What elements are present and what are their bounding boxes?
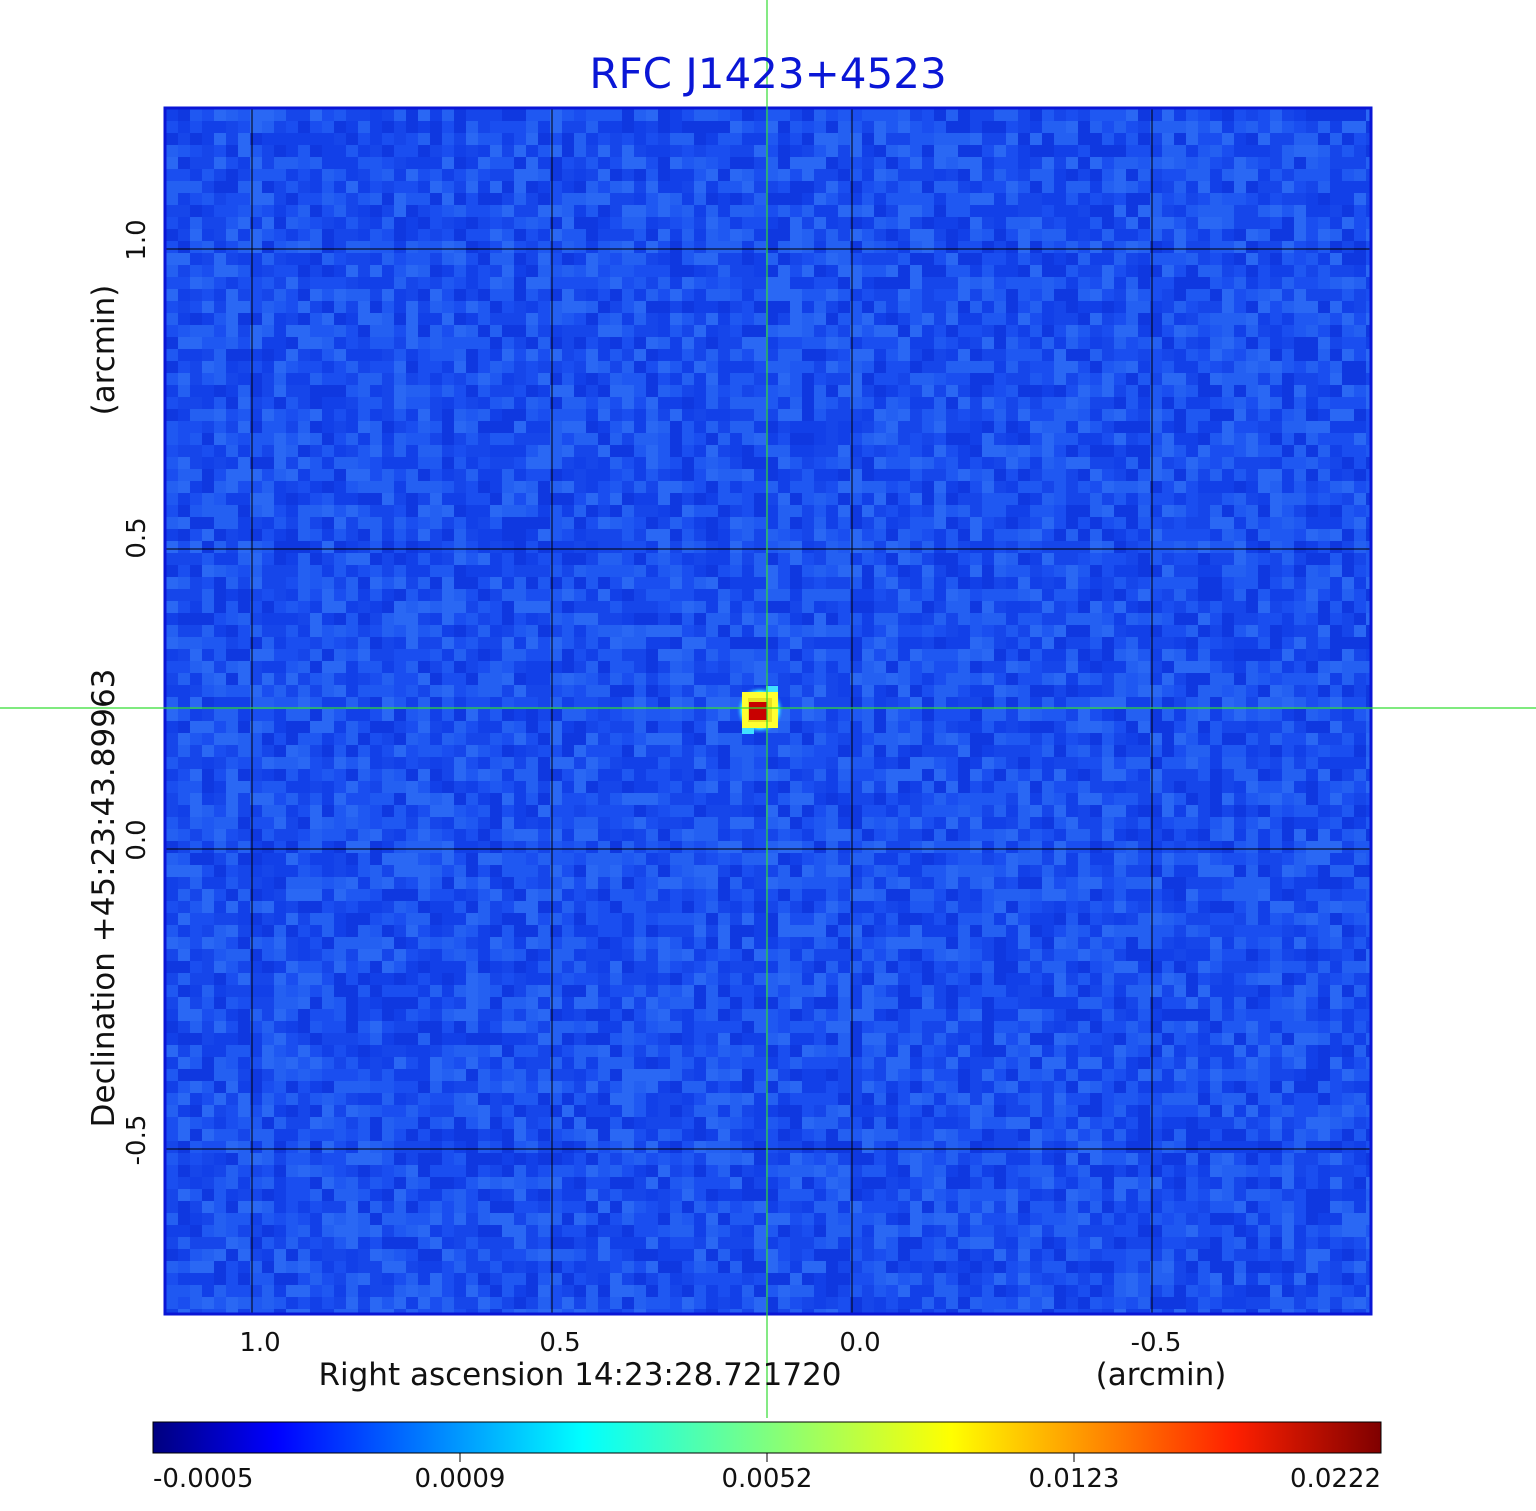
y-tick-label: -0.5 bbox=[122, 1115, 152, 1166]
plot-frame bbox=[163, 106, 1373, 1316]
colorbar-ticks bbox=[459, 1453, 1075, 1462]
radio-source bbox=[736, 686, 784, 734]
colorbar-tick-label: 0.0123 bbox=[1029, 1464, 1120, 1494]
y-axis-label: Declination +45:23:43.89963 bbox=[86, 669, 122, 1128]
noise-layer bbox=[166, 109, 1371, 1314]
x-tick-label: 0.0 bbox=[839, 1328, 880, 1358]
colorbar-tick-label: 0.0222 bbox=[1290, 1464, 1381, 1494]
colorbar-tick-label: -0.0005 bbox=[153, 1464, 253, 1494]
noise-layer bbox=[166, 109, 1371, 1314]
noise-layer bbox=[166, 109, 1371, 1314]
x-axis-unit: (arcmin) bbox=[1096, 1357, 1227, 1393]
colorbar bbox=[152, 1421, 1382, 1454]
noise-layer bbox=[166, 109, 1371, 1314]
x-tick-label: 0.5 bbox=[539, 1328, 580, 1358]
noise-layer bbox=[166, 109, 1371, 1314]
y-tick-label: 1.0 bbox=[122, 219, 152, 260]
y-axis-unit: (arcmin) bbox=[86, 285, 122, 416]
noise-layer bbox=[166, 109, 1371, 1314]
y-tick-label: 0.0 bbox=[122, 819, 152, 860]
x-tick-label: -0.5 bbox=[1131, 1328, 1182, 1358]
coordinate-grid bbox=[166, 109, 1371, 1314]
colorbar-tick-label: 0.0009 bbox=[415, 1464, 506, 1494]
x-axis-label: Right ascension 14:23:28.721720 bbox=[318, 1357, 841, 1393]
colorbar-tick-label: 0.0052 bbox=[722, 1464, 813, 1494]
x-tick-label: 1.0 bbox=[239, 1328, 280, 1358]
crosshair bbox=[0, 0, 1536, 1418]
y-tick-label: 0.5 bbox=[122, 517, 152, 558]
chart-title: RFC J1423+4523 bbox=[589, 49, 946, 98]
